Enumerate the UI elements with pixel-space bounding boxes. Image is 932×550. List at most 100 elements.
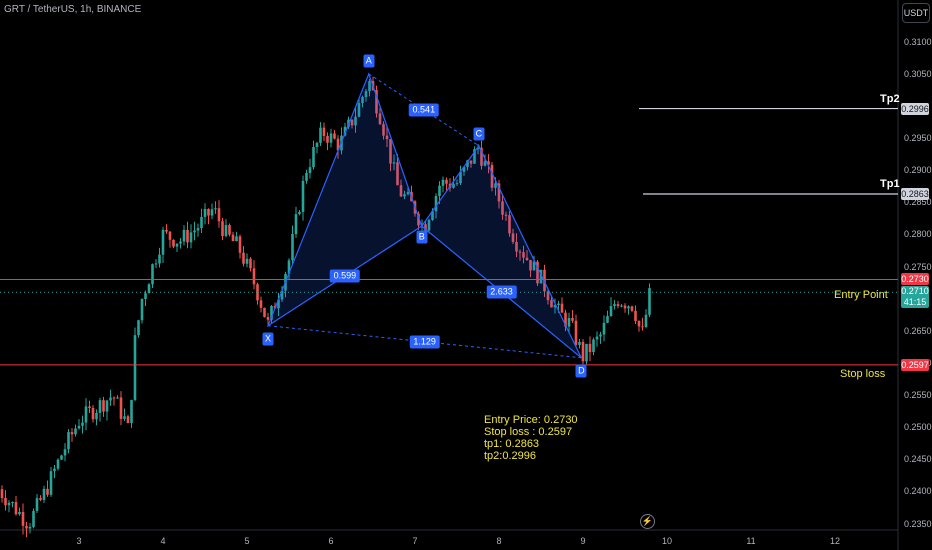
candle-body: [21, 511, 25, 526]
time-tick-label: 8: [496, 536, 502, 546]
pattern-ratio-label: 1.129: [409, 335, 440, 349]
level-price-badge: 0.2730: [901, 273, 929, 286]
level-price-badge: 0.2996: [901, 102, 929, 115]
candle-body: [378, 113, 382, 125]
candle-body: [0, 489, 4, 498]
candle-body: [518, 251, 522, 253]
candle-body: [277, 299, 280, 309]
candle-body: [235, 236, 238, 242]
candle-body: [60, 455, 63, 460]
candle-body: [39, 498, 42, 500]
pattern-point-b: B: [416, 230, 428, 244]
pattern-triangle-bcd: [420, 144, 582, 359]
level-name: Entry Point: [834, 289, 888, 302]
candle-body: [455, 183, 459, 185]
candle-body: [105, 400, 109, 412]
candle-body: [483, 161, 487, 166]
candle-body: [480, 147, 483, 166]
candle-body: [406, 192, 410, 195]
candle-body: [546, 291, 550, 301]
candle-body: [298, 211, 301, 215]
price-tick-label: 0.3050: [904, 68, 932, 79]
candle-body: [508, 215, 511, 234]
candle-body: [525, 257, 529, 261]
note-tp2: tp2:0.2996: [484, 450, 536, 462]
candle-body: [574, 320, 578, 345]
candle-body: [242, 252, 245, 264]
candle-body: [427, 219, 431, 231]
candle-body: [375, 90, 378, 114]
pattern-point-d: D: [575, 364, 587, 378]
candle-body: [417, 213, 420, 226]
candle-body: [616, 304, 620, 307]
time-tick-label: 3: [76, 536, 82, 546]
candle-body: [259, 300, 263, 308]
candle-body: [287, 260, 291, 274]
price-tick-label: 0.2900: [904, 165, 932, 176]
level-name: Tp2: [880, 92, 900, 105]
candle-body: [606, 316, 609, 323]
trade-note: Entry Price: 0.2730 Stop loss : 0.2597 t…: [484, 414, 578, 462]
candle-body: [630, 306, 634, 311]
candle-body: [357, 103, 361, 117]
candle-body: [501, 201, 504, 215]
candle-body: [364, 91, 368, 98]
candle-body: [151, 264, 154, 285]
candle-body: [161, 229, 165, 255]
currency-button[interactable]: USDT: [902, 3, 930, 23]
candle-body: [312, 146, 315, 168]
time-tick-label: 5: [244, 536, 250, 546]
last-price-value: 0.2710: [901, 286, 929, 297]
candle-body: [585, 343, 588, 362]
candle-body: [165, 229, 168, 232]
candle-body: [49, 471, 53, 495]
candle-body: [140, 298, 144, 321]
candle-body: [571, 318, 574, 321]
candle-body: [343, 126, 347, 136]
candle-body: [581, 341, 585, 362]
candle-body: [553, 304, 557, 308]
candle-body: [46, 488, 49, 495]
candle-body: [578, 341, 581, 345]
candle-body: [641, 326, 644, 328]
candle-body: [266, 316, 270, 320]
candle-body: [270, 306, 273, 320]
candle-body: [102, 400, 105, 412]
candle-body: [301, 180, 305, 212]
candle-body: [627, 306, 630, 309]
candle-body: [385, 135, 389, 140]
candle-body: [648, 288, 651, 315]
candle-body: [361, 97, 364, 104]
candle-body: [133, 335, 137, 400]
pattern-point-x: X: [262, 332, 274, 346]
candle-body: [144, 293, 147, 299]
pattern-point-a: A: [363, 54, 375, 68]
candle-body: [620, 305, 623, 307]
candle-body: [112, 397, 116, 399]
candle-body: [434, 196, 438, 212]
candle-body: [228, 225, 231, 235]
candle-body: [245, 258, 249, 264]
candle-body: [7, 502, 11, 506]
candle-body: [81, 422, 84, 426]
candle-body: [595, 336, 599, 340]
candle-countdown: 41:15: [903, 297, 927, 308]
candle-body: [326, 135, 329, 143]
price-tick-label: 0.2550: [904, 390, 932, 401]
lightning-icon[interactable]: ⚡: [640, 514, 655, 529]
candle-body: [539, 269, 543, 284]
candle-body: [557, 303, 560, 305]
candle-body: [536, 261, 539, 284]
candle-body: [35, 498, 39, 511]
price-tick-label: 0.2350: [904, 518, 932, 529]
candle-body: [511, 233, 515, 242]
candle-body: [350, 119, 354, 126]
level-price-badge: 0.2597: [901, 358, 929, 371]
candle-body: [249, 258, 252, 269]
candle-body: [116, 397, 119, 399]
candle-body: [179, 241, 182, 244]
candle-body: [623, 305, 627, 309]
candle-body: [28, 526, 32, 529]
time-tick-label: 12: [829, 536, 841, 546]
